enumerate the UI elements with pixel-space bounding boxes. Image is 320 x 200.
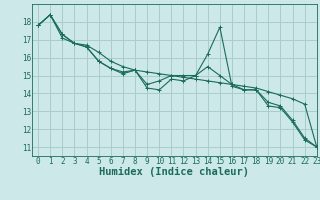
- X-axis label: Humidex (Indice chaleur): Humidex (Indice chaleur): [100, 167, 249, 177]
